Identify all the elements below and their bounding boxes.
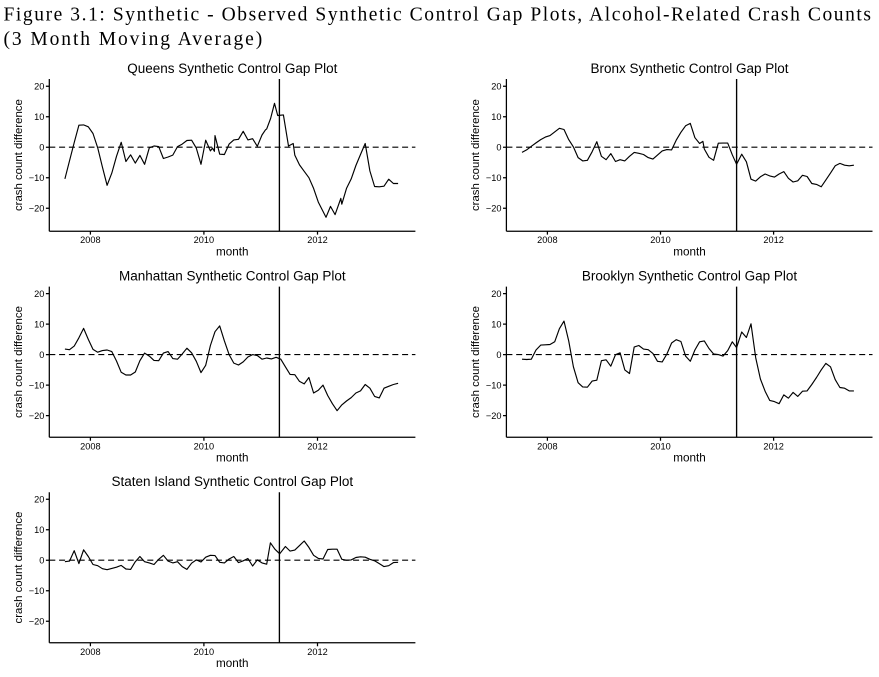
svg-text:−20: −20: [29, 617, 45, 627]
svg-text:Figure 3.1: Synthetic - Observ: Figure 3.1: Synthetic - Observed Synthet…: [4, 4, 872, 25]
svg-text:month: month: [673, 452, 705, 465]
svg-text:10: 10: [34, 525, 44, 535]
svg-text:10: 10: [34, 112, 44, 122]
svg-text:−20: −20: [29, 411, 45, 421]
svg-text:crash count difference: crash count difference: [470, 306, 482, 418]
svg-text:2008: 2008: [80, 235, 100, 245]
svg-text:2008: 2008: [80, 441, 100, 451]
svg-text:Manhattan Synthetic Control Ga: Manhattan Synthetic Control Gap Plot: [119, 268, 346, 283]
svg-text:Bronx Synthetic Control Gap Pl: Bronx Synthetic Control Gap Plot: [590, 61, 788, 76]
svg-text:(3 Month Moving Average): (3 Month Moving Average): [4, 29, 263, 50]
svg-text:−20: −20: [486, 411, 502, 421]
svg-text:month: month: [216, 657, 248, 670]
svg-text:month: month: [216, 452, 248, 465]
svg-text:0: 0: [39, 556, 44, 566]
svg-text:crash count difference: crash count difference: [13, 99, 25, 211]
svg-text:0: 0: [39, 143, 44, 153]
svg-text:2012: 2012: [763, 441, 783, 451]
svg-text:crash count difference: crash count difference: [13, 306, 25, 418]
svg-text:−10: −10: [486, 380, 502, 390]
svg-text:2012: 2012: [307, 235, 327, 245]
svg-text:−20: −20: [29, 204, 45, 214]
svg-text:2010: 2010: [194, 441, 214, 451]
svg-text:2012: 2012: [763, 235, 783, 245]
svg-text:−10: −10: [29, 173, 45, 183]
svg-text:0: 0: [496, 350, 501, 360]
svg-text:2008: 2008: [537, 441, 557, 451]
svg-text:−20: −20: [486, 204, 502, 214]
svg-text:crash count difference: crash count difference: [470, 99, 482, 211]
svg-text:2010: 2010: [194, 647, 214, 657]
svg-text:2008: 2008: [537, 235, 557, 245]
svg-text:Brooklyn Synthetic Control Gap: Brooklyn Synthetic Control Gap Plot: [582, 268, 798, 283]
svg-text:Queens Synthetic Control Gap P: Queens Synthetic Control Gap Plot: [127, 61, 337, 76]
svg-text:month: month: [673, 246, 705, 259]
svg-text:crash count difference: crash count difference: [13, 512, 25, 624]
svg-text:20: 20: [34, 289, 44, 299]
svg-text:−10: −10: [486, 173, 502, 183]
svg-text:0: 0: [496, 143, 501, 153]
svg-text:0: 0: [39, 350, 44, 360]
svg-text:−10: −10: [29, 586, 45, 596]
svg-text:2012: 2012: [307, 647, 327, 657]
svg-text:10: 10: [34, 319, 44, 329]
svg-text:2012: 2012: [307, 441, 327, 451]
svg-text:10: 10: [491, 319, 501, 329]
svg-text:2008: 2008: [80, 647, 100, 657]
svg-text:10: 10: [491, 112, 501, 122]
svg-text:20: 20: [34, 495, 44, 505]
svg-text:2010: 2010: [650, 441, 670, 451]
svg-text:2010: 2010: [194, 235, 214, 245]
svg-text:20: 20: [491, 289, 501, 299]
svg-text:−10: −10: [29, 380, 45, 390]
svg-text:20: 20: [34, 82, 44, 92]
svg-text:20: 20: [491, 82, 501, 92]
svg-text:month: month: [216, 246, 248, 259]
svg-text:2010: 2010: [650, 235, 670, 245]
svg-text:Staten Island Synthetic Contro: Staten Island Synthetic Control Gap Plot: [111, 474, 353, 489]
